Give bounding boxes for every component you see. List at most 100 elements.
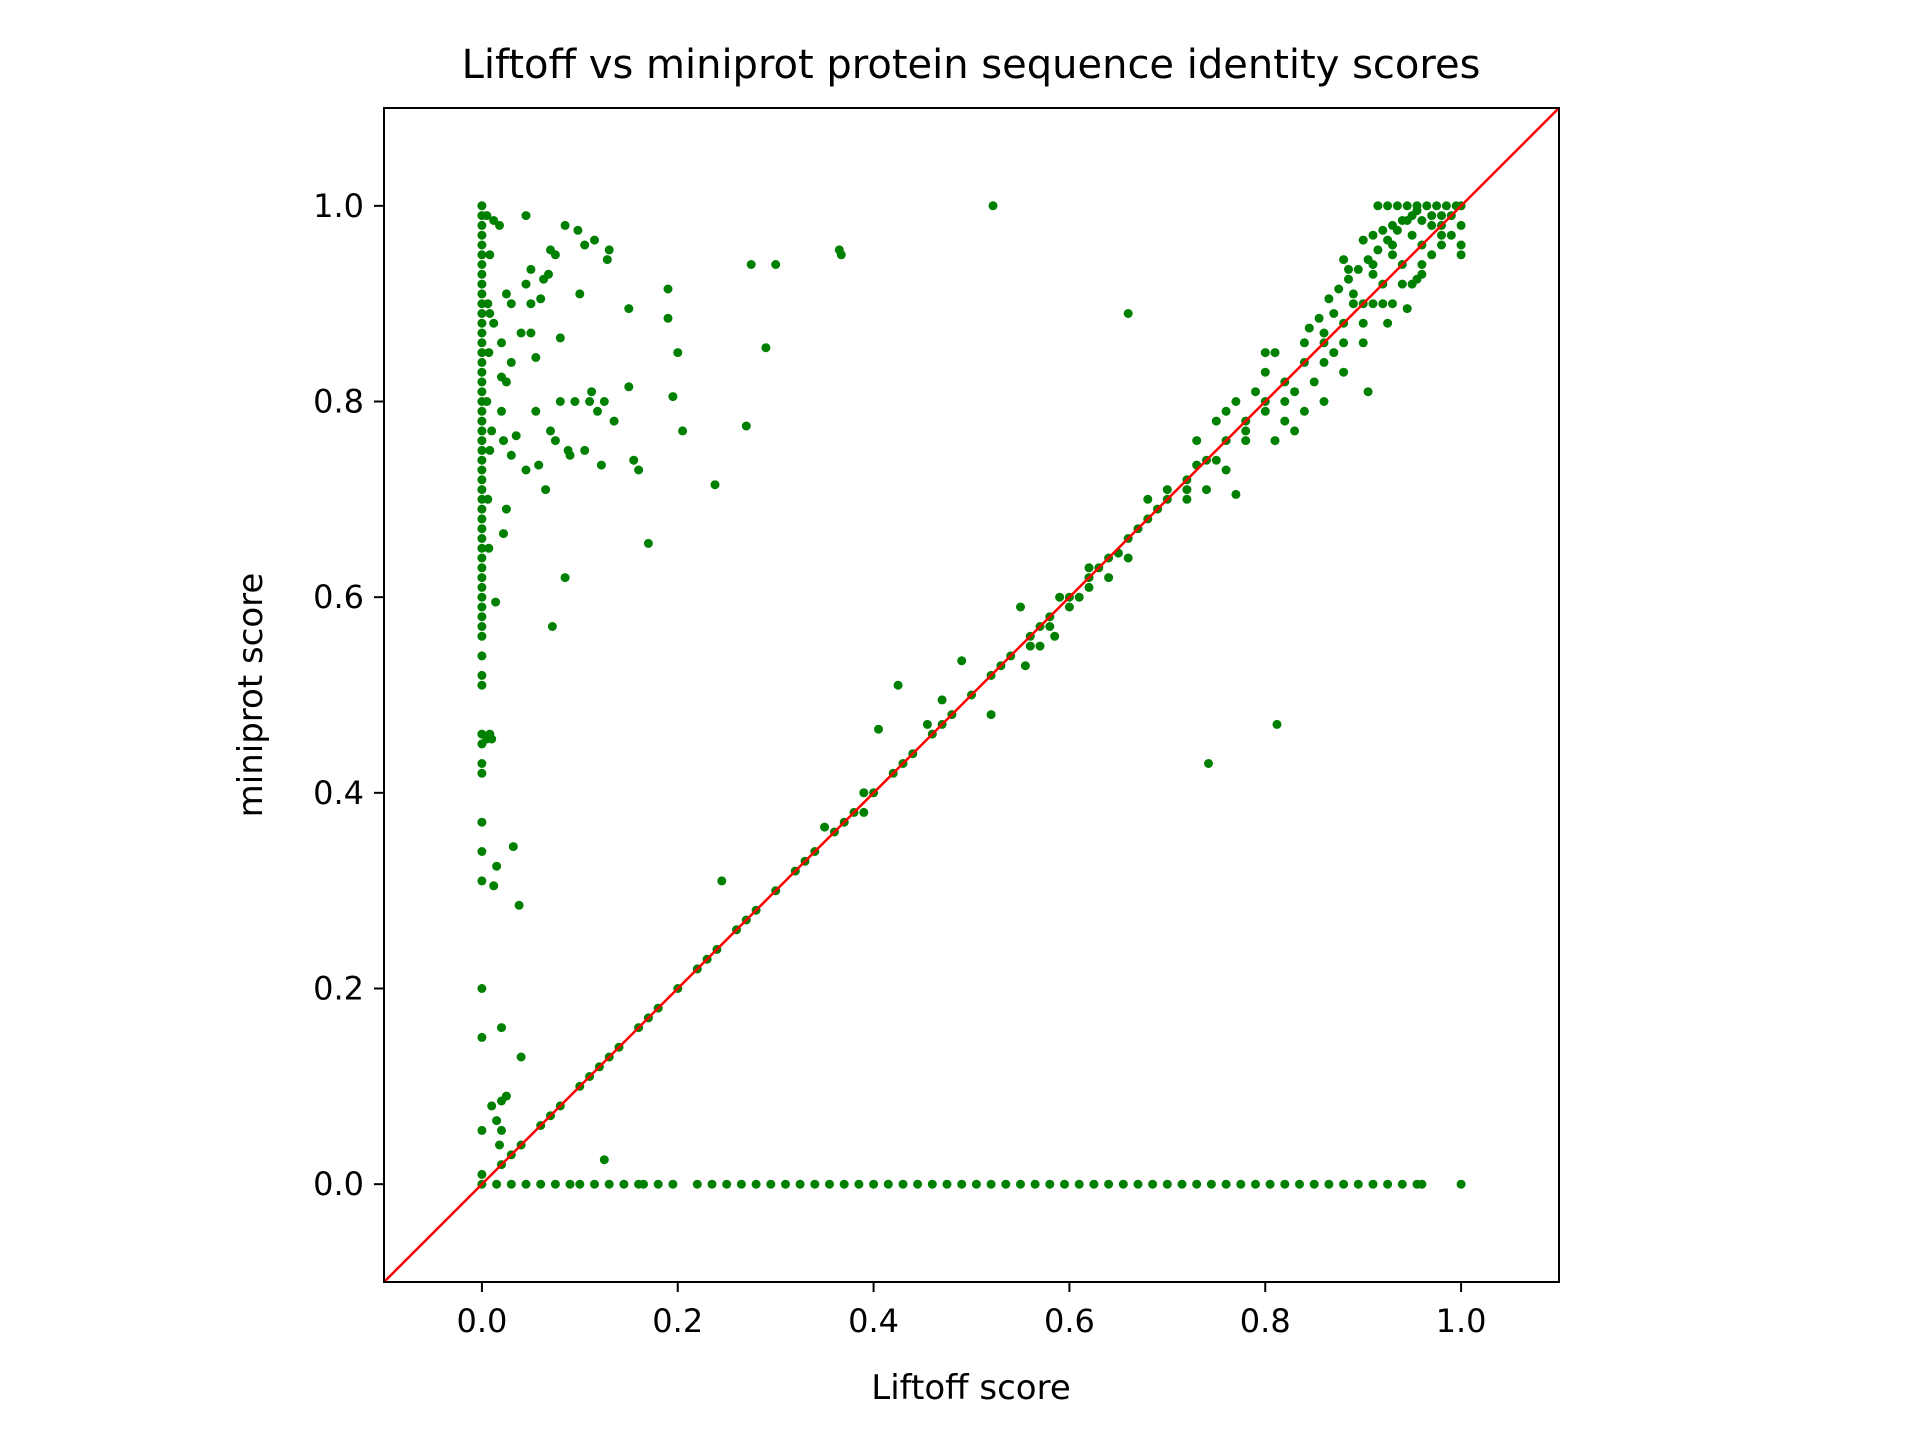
data-point	[1192, 436, 1202, 446]
data-point	[580, 445, 590, 455]
data-point	[957, 656, 967, 666]
data-point	[477, 348, 487, 358]
data-point	[668, 1179, 678, 1189]
data-point	[555, 397, 565, 406]
data-point	[1358, 235, 1368, 245]
data-point	[1221, 1179, 1231, 1189]
data-point	[1412, 201, 1422, 211]
data-point	[477, 534, 487, 543]
x-tick-label: 0.4	[848, 1302, 899, 1340]
data-point	[1314, 313, 1324, 323]
data-point	[1397, 1179, 1407, 1189]
data-point	[1260, 367, 1270, 377]
data-point	[634, 465, 644, 475]
data-point	[477, 768, 487, 778]
data-point	[531, 353, 541, 362]
data-point	[477, 514, 487, 524]
data-point	[1060, 1179, 1069, 1189]
data-point	[707, 1179, 717, 1189]
data-point	[1427, 220, 1437, 230]
data-point	[516, 328, 526, 338]
data-point	[477, 269, 487, 279]
data-point	[587, 387, 597, 397]
data-point	[477, 504, 487, 514]
data-point	[717, 876, 727, 886]
data-point	[590, 1179, 599, 1189]
data-point	[1388, 299, 1397, 309]
data-point	[1344, 274, 1353, 284]
data-point	[1064, 602, 1074, 612]
data-point	[927, 1179, 937, 1189]
data-point	[1417, 1179, 1427, 1189]
data-point	[1016, 1179, 1025, 1189]
y-tick-label: 1.0	[313, 187, 364, 225]
data-point	[1407, 230, 1417, 240]
x-tick-label: 0.6	[1044, 1302, 1095, 1340]
data-point	[570, 397, 580, 406]
data-point	[1427, 211, 1437, 221]
data-point	[1025, 641, 1035, 651]
data-point	[531, 406, 541, 416]
data-point	[477, 602, 487, 612]
data-point	[1231, 397, 1241, 406]
data-point	[1084, 563, 1094, 573]
data-point	[1202, 485, 1211, 495]
data-point	[565, 1179, 575, 1189]
data-point	[971, 1179, 981, 1189]
data-point	[639, 1179, 648, 1189]
data-point	[604, 245, 614, 255]
data-point	[1260, 406, 1270, 416]
data-point	[477, 631, 487, 641]
data-point	[898, 1179, 908, 1189]
data-point	[1397, 279, 1407, 289]
data-point	[1446, 230, 1456, 240]
data-point	[485, 309, 495, 318]
data-point	[1383, 318, 1393, 328]
data-point	[736, 1179, 746, 1189]
data-point	[477, 847, 487, 856]
data-point	[565, 450, 575, 460]
data-point	[741, 421, 751, 431]
data-point	[1348, 289, 1358, 299]
data-point	[560, 220, 570, 230]
y-tick-label: 0.6	[313, 578, 364, 616]
data-point	[1162, 1179, 1172, 1189]
y-tick-label: 0.0	[313, 1165, 364, 1203]
data-point	[604, 1179, 614, 1189]
identity-reference-line	[384, 108, 1559, 1282]
data-point	[1236, 1179, 1246, 1189]
data-point	[1353, 1179, 1363, 1189]
data-point	[599, 397, 609, 406]
data-point	[609, 416, 619, 426]
data-point	[497, 1096, 506, 1106]
y-axis-label: miniprot score	[231, 573, 271, 818]
data-point	[937, 695, 947, 705]
x-axis-label: Liftoff score	[871, 1368, 1070, 1408]
data-point	[477, 670, 487, 680]
data-point	[1319, 357, 1329, 367]
x-tick-label: 0.8	[1240, 1302, 1291, 1340]
data-point	[483, 299, 493, 309]
data-point	[477, 416, 487, 426]
data-point	[477, 250, 487, 260]
data-point	[1329, 309, 1339, 318]
data-point	[501, 504, 511, 514]
data-point	[1221, 406, 1231, 416]
x-tick-label: 1.0	[1436, 1302, 1487, 1340]
data-point	[1392, 201, 1402, 211]
data-point	[477, 318, 487, 328]
data-point	[1084, 582, 1094, 592]
data-point	[526, 299, 536, 309]
data-point	[795, 1179, 805, 1189]
data-point	[477, 582, 487, 592]
x-tick-label: 0.0	[456, 1302, 507, 1340]
data-point	[1437, 230, 1446, 240]
data-point	[1368, 269, 1378, 279]
data-point	[477, 455, 487, 465]
data-point	[1388, 240, 1397, 250]
data-point	[1319, 328, 1329, 338]
data-point	[1358, 318, 1368, 328]
data-point	[593, 406, 602, 416]
data-point	[1055, 592, 1065, 602]
data-point	[1221, 465, 1231, 475]
